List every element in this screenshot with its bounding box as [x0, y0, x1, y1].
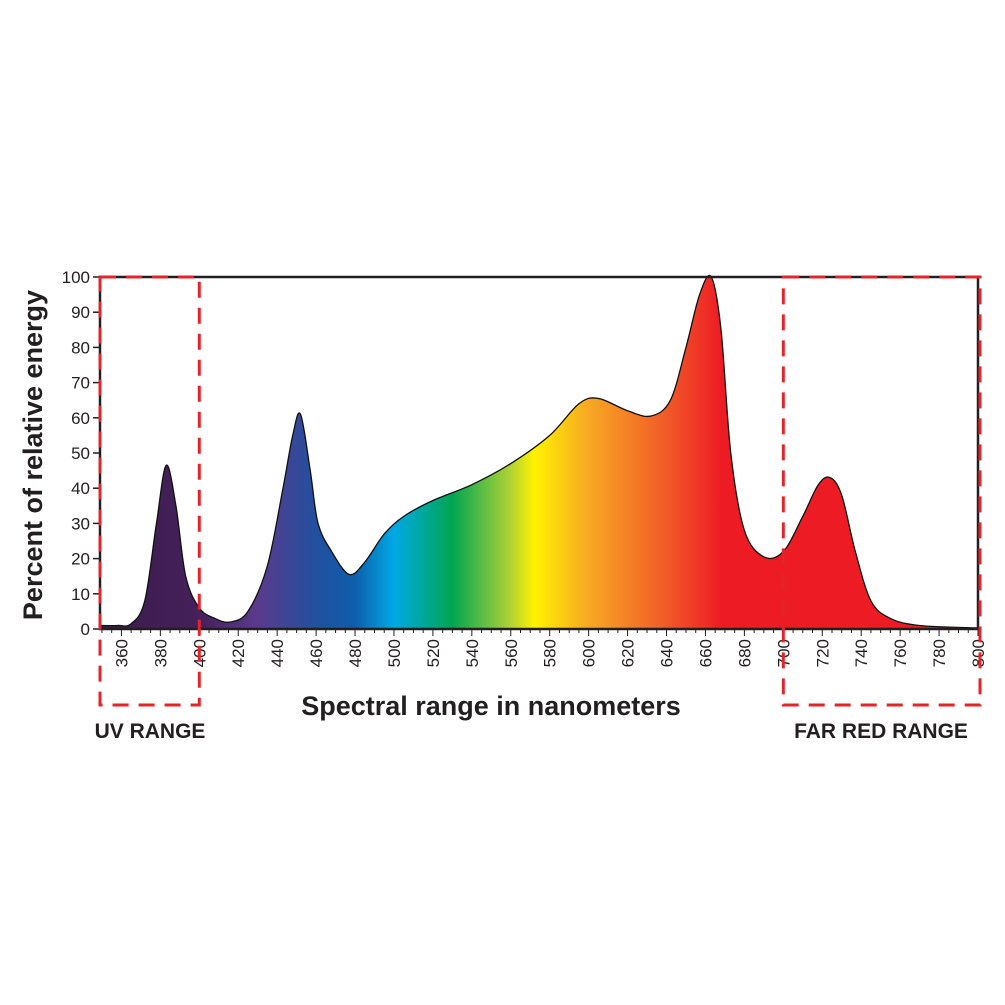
y-tick-label: 40: [71, 479, 90, 498]
x-tick-label: 540: [463, 639, 482, 667]
x-tick-label: 760: [891, 639, 910, 667]
y-tick-label: 0: [81, 620, 90, 639]
x-tick-label: 440: [268, 639, 287, 667]
uv-range-label: UV RANGE: [95, 720, 206, 743]
x-tick-label: 660: [696, 639, 715, 667]
y-tick-label: 60: [71, 409, 90, 428]
uv-range-box: [98, 275, 201, 707]
x-tick-label: 780: [930, 639, 949, 667]
y-tick-label: 80: [71, 338, 90, 357]
spectrum-area: [100, 275, 978, 629]
x-tick-label: 520: [424, 639, 443, 667]
far-red-range-box: [781, 275, 982, 707]
x-tick-label: 640: [658, 639, 677, 667]
y-tick-label: 30: [71, 514, 90, 533]
y-tick-label: 50: [71, 444, 90, 463]
x-tick-label: 740: [852, 639, 871, 667]
x-tick-label: 720: [813, 639, 832, 667]
x-tick-label: 480: [346, 639, 365, 667]
x-axis-title: Spectral range in nanometers: [301, 691, 681, 721]
x-tick-label: 420: [229, 639, 248, 667]
y-tick-label: 70: [71, 374, 90, 393]
y-axis-title: Percent of relative energy: [18, 290, 48, 620]
y-tick-label: 20: [71, 550, 90, 569]
x-tick-label: 600: [580, 639, 599, 667]
x-tick-label: 560: [502, 639, 521, 667]
y-tick-label: 10: [71, 585, 90, 604]
far-red-range-label: FAR RED RANGE: [794, 720, 968, 743]
x-tick-label: 620: [619, 639, 638, 667]
x-tick-label: 360: [112, 639, 131, 667]
x-tick-label: 680: [735, 639, 754, 667]
x-tick-label: 500: [385, 639, 404, 667]
x-tick-label: 460: [307, 639, 326, 667]
y-tick-label: 100: [62, 268, 90, 287]
x-tick-label: 580: [541, 639, 560, 667]
y-tick-label: 90: [71, 303, 90, 322]
x-tick-label: 380: [151, 639, 170, 667]
